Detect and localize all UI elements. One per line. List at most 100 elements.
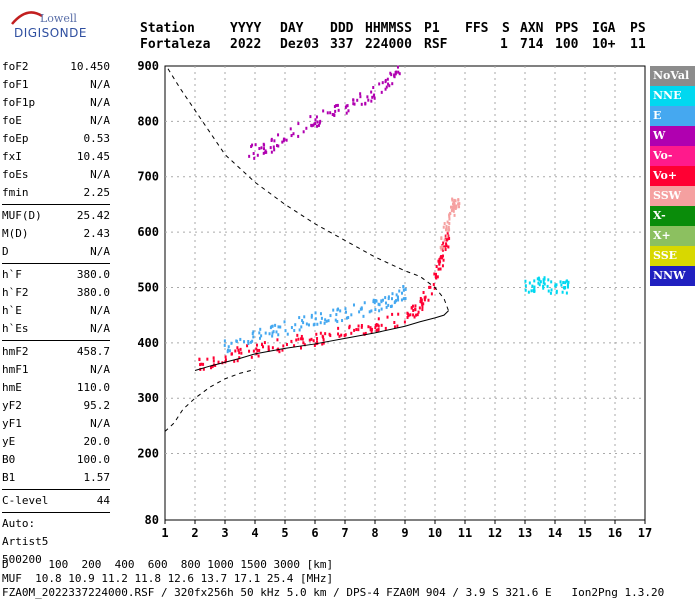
echo-point [314,118,317,122]
echo-point [337,326,340,330]
param-row: hmE 110.0 [2,379,110,397]
param-value: N/A [90,114,110,127]
echo-point [206,357,209,361]
echo-point [290,326,293,330]
param-name: yF2 [2,399,22,412]
echo-point [252,330,255,334]
echo-point [402,284,405,288]
echo-point [356,98,359,102]
echo-point [228,349,231,353]
echo-point [347,109,350,113]
legend-entry: SSE [650,246,695,266]
echo-point [375,323,378,327]
echo-point [421,308,424,312]
header-label: Station [140,21,195,36]
echo-point [285,138,288,142]
echo-point [380,300,383,304]
y-tick-label: 300 [137,391,159,405]
legend-entry: Vo- [650,146,695,166]
echo-point [393,75,396,79]
echo-point [294,323,297,327]
param-name: h`F2 [2,286,29,299]
echo-point [380,90,383,94]
echo-point [322,341,325,345]
y-tick-label: 700 [137,170,159,184]
echo-point [298,316,301,320]
echo-point [384,296,387,300]
echo-point [357,324,360,328]
echo-point [333,113,336,117]
echo-point [331,113,334,117]
param-row: yE 20.0 [2,433,110,451]
echo-point [364,102,367,106]
echo-point [550,288,553,292]
y-tick-label: 80 [145,513,159,527]
echo-point [323,321,326,325]
echo-point [352,102,355,106]
echo-point [536,277,539,281]
param-row: hmF1 N/A [2,361,110,379]
param-row: foEs N/A [2,166,110,184]
echo-point [257,354,260,358]
param-value: 2.25 [83,186,111,199]
echo-point [404,287,407,291]
x-tick-label: 11 [458,526,472,540]
footer-file-line: FZA0M_2022337224000.RSF / 320fx256h 50 k… [2,586,665,599]
echo-point [560,283,563,287]
echo-point [387,82,390,86]
echo-point [303,343,306,347]
header-value: 10+ [592,37,616,52]
echo-point [527,290,530,294]
echo-point [217,360,220,364]
param-value: N/A [90,78,110,91]
echo-point [230,341,233,345]
echo-point [274,323,277,327]
echo-point [564,286,567,290]
echo-point [549,291,552,295]
echo-point [308,338,311,342]
header-value: Dez03 [280,37,320,52]
echo-point [397,70,400,74]
echo-point [559,280,562,284]
echo-point [277,333,280,337]
echo-point [451,198,454,202]
y-tick-label: 800 [137,114,159,128]
echo-point [321,342,324,346]
echo-point [321,334,324,338]
echo-point [297,134,300,138]
param-row: hmF2 458.7 [2,343,110,361]
echo-point [364,331,367,335]
echo-point [391,82,394,86]
echo-point [352,98,355,102]
echo-point [380,323,383,327]
echo-point [263,143,266,147]
param-value: N/A [90,322,110,335]
echo-point [324,332,327,336]
legend-entry: X+ [650,226,695,246]
param-name: foEp [2,132,29,145]
echo-point [296,333,299,337]
echo-point [447,234,450,238]
header-label: DAY [280,21,304,36]
param-name: hmF2 [2,345,29,358]
x-tick-label: 1 [161,526,168,540]
param-value: 44 [96,494,110,507]
echo-point [417,310,420,314]
legend-entry: Vo+ [650,166,695,186]
echo-point [433,286,436,290]
footer-distance-line: D 100 200 400 600 800 1000 1500 3000 [km… [2,558,334,571]
param-value: 10.45 [76,150,110,163]
logo-line2: DIGISONDE [14,26,87,40]
echo-point [546,284,549,288]
legend-entry: X- [650,206,695,226]
echo-point [339,309,342,313]
echo-point [457,198,460,202]
echo-point [543,276,546,280]
echo-point [350,331,353,335]
param-value: 10.450 [70,60,110,73]
echo-point [409,313,412,317]
y-tick-label: 200 [137,447,159,461]
echo-point [335,313,338,317]
param-name: hmF1 [2,363,29,376]
